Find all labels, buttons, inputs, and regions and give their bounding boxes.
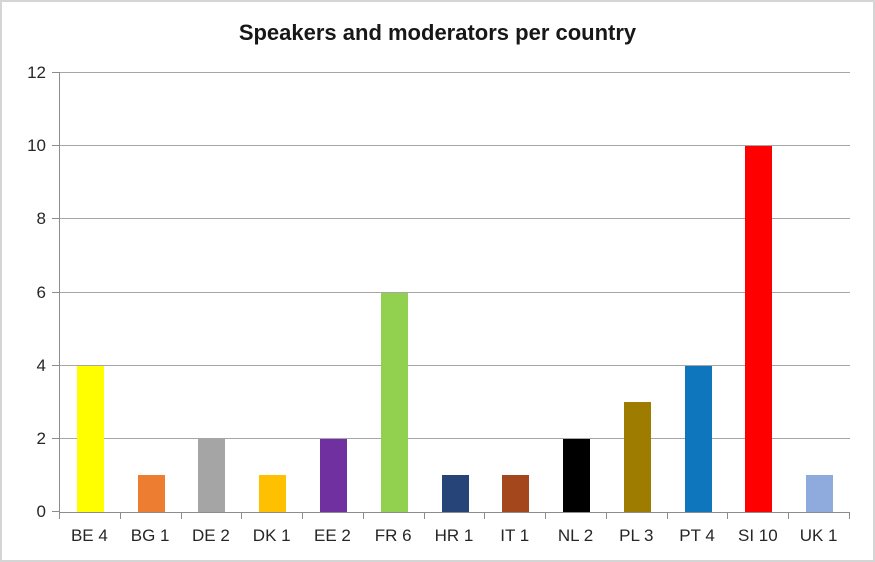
y-axis-label-12: 12 <box>27 63 46 82</box>
x-axis-tick-1 <box>119 512 121 519</box>
bar-dk-1 <box>259 475 287 512</box>
x-axis-tick-4 <box>302 512 304 519</box>
x-axis-label-ee-2: EE 2 <box>314 526 351 545</box>
bar-hr-1 <box>441 475 469 512</box>
x-axis-label-dk-1: DK 1 <box>252 526 291 545</box>
x-axis-label-pl-3: PL 3 <box>619 526 654 545</box>
gridline-y-6 <box>60 291 850 293</box>
y-axis-label-10: 10 <box>27 136 46 156</box>
x-axis-tick-0 <box>59 512 60 519</box>
y-axis-tick-4 <box>52 364 60 366</box>
bar-bg-1 <box>137 475 165 512</box>
bar-it-1 <box>502 475 530 512</box>
x-axis-tick-11 <box>727 512 729 519</box>
x-axis-label-fr-6: FR 6 <box>374 526 412 545</box>
gridline-y-4 <box>60 364 850 366</box>
x-axis-tick-7 <box>484 512 486 519</box>
x-axis-label-de-2: DE 2 <box>192 526 230 545</box>
plot-area <box>52 72 850 519</box>
bar-uk-1 <box>806 475 834 512</box>
y-axis-labels: 0 2 4 6 8 10 12 <box>2 63 46 521</box>
x-axis-label-hr-1: HR 1 <box>434 526 474 545</box>
y-axis-tick-0 <box>52 511 60 512</box>
bar-nl-2 <box>563 438 591 512</box>
x-axis-tick-12 <box>788 512 790 519</box>
x-axis-label-it-1: IT 1 <box>500 526 530 545</box>
y-axis-label-6: 6 <box>36 282 46 302</box>
x-axis-label-nl-2: NL 2 <box>557 526 594 545</box>
y-axis-tick-10 <box>52 145 60 147</box>
y-axis-label-8: 8 <box>36 209 46 229</box>
y-axis-label-0: 0 <box>36 502 46 521</box>
x-axis-tick-5 <box>362 512 364 519</box>
x-axis-label-be-4: BE 4 <box>70 526 108 545</box>
gridline-y-2 <box>60 437 850 439</box>
x-axis-label-pt-4: PT 4 <box>679 526 715 545</box>
x-axis-tick-3 <box>241 512 243 519</box>
x-axis-label-uk-1: UK 1 <box>799 526 838 545</box>
y-axis-label-2: 2 <box>36 428 46 448</box>
x-axis-tick-10 <box>666 512 668 519</box>
y-axis-tick-6 <box>52 291 60 293</box>
x-axis-tick-9 <box>605 512 607 519</box>
y-axis-tick-2 <box>52 437 60 439</box>
x-axis-tick-6 <box>423 512 425 519</box>
x-axis-tick-8 <box>545 512 547 519</box>
chart-title: Speakers and moderators per country <box>238 20 637 45</box>
bar-si-10 <box>745 146 773 512</box>
bar-be-4 <box>76 365 104 512</box>
bar-de-2 <box>198 438 226 512</box>
bar-ee-2 <box>319 438 347 512</box>
x-axis-tick-13 <box>849 512 850 519</box>
x-axis-labels: BE 4 BG 1 DE 2 DK 1 EE 2 FR 6 HR 1 IT 1 NL 2 PL 3… <box>59 526 849 552</box>
y-axis-tick-8 <box>52 218 60 220</box>
gridline-y-12 <box>60 72 850 73</box>
x-axis-label-bg-1: BG 1 <box>130 526 170 545</box>
gridline-y-10 <box>60 145 850 147</box>
x-axis-tick-2 <box>180 512 182 519</box>
x-axis-label-si-10: SI 10 <box>737 526 778 545</box>
y-axis-tick-12 <box>52 72 60 73</box>
bar-pl-3 <box>623 402 651 512</box>
bar-pt-4 <box>684 365 712 512</box>
y-axis-label-4: 4 <box>36 355 46 375</box>
bar-fr-6 <box>380 292 408 512</box>
gridline-y-8 <box>60 218 850 220</box>
